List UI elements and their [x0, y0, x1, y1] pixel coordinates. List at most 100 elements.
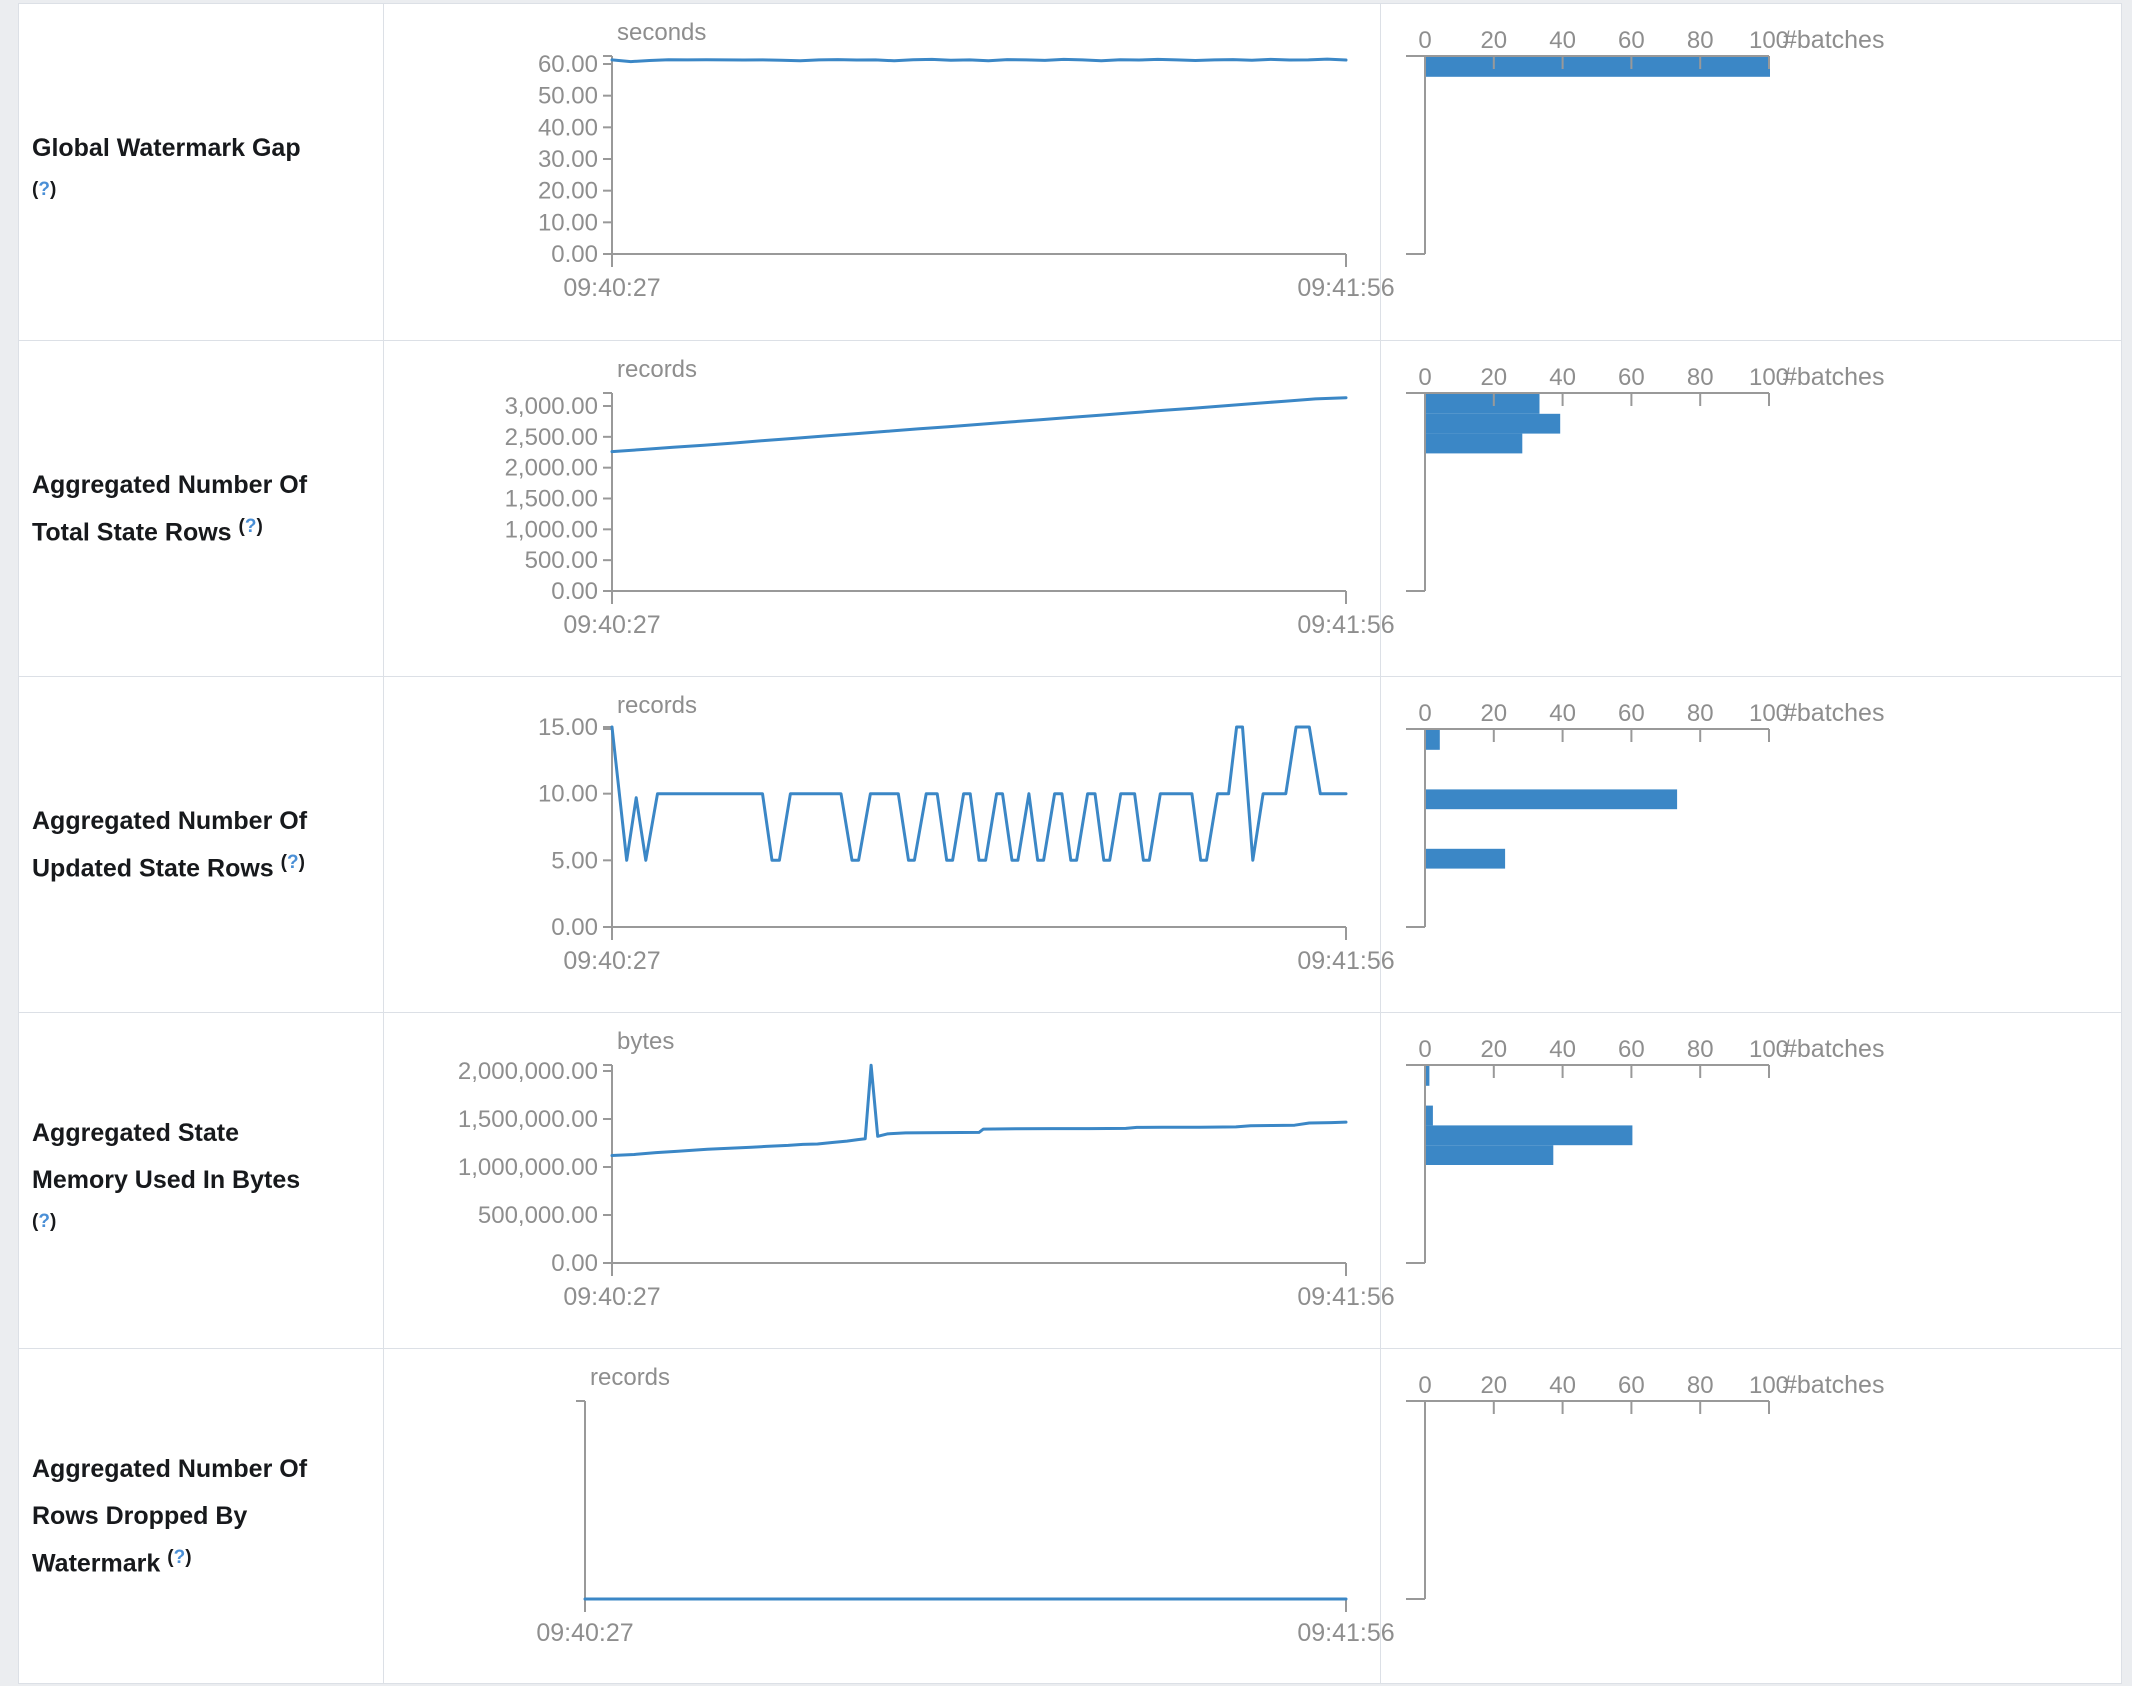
help-question-mark: ? [38, 1210, 50, 1232]
metric-row: Aggregated Number Of Updated State Rows (… [19, 676, 2121, 1012]
help-paren-open: ( [280, 851, 287, 873]
metric-label-text: Global Watermark Gap [32, 134, 301, 163]
y-tick-label: 30.00 [538, 146, 598, 173]
help-paren-open: ( [32, 1210, 39, 1232]
metric-label-line: Aggregated Number Of [32, 798, 373, 844]
y-tick-label: 1,000.00 [505, 516, 598, 543]
y-tick-label: 20.00 [538, 178, 598, 205]
help-paren-open: ( [167, 1546, 174, 1568]
help-tooltip-link[interactable]: (?) [32, 1211, 56, 1232]
histogram-bar [1426, 57, 1770, 77]
timeline-series-line [610, 725, 1348, 862]
metric-label: Aggregated State Memory Used In Bytes (?) [19, 1013, 384, 1348]
y-tick-label: 5.00 [551, 847, 598, 874]
help-paren-close: ) [256, 515, 263, 537]
y-tick-label: 2,000.00 [505, 455, 598, 482]
histogram-bar [1426, 1125, 1633, 1146]
timeline-chart-cell: records 0.00 5.00 10.00 15.00 09:40:27 09:41:5… [384, 677, 1395, 1012]
metric-label-text: Rows Dropped By [32, 1501, 248, 1530]
hist-x-tick-label: 80 [1687, 1372, 1714, 1399]
hist-x-tick-label: 20 [1480, 700, 1507, 727]
help-paren-close: ) [298, 851, 305, 873]
y-tick-label: 50.00 [538, 83, 598, 110]
chart-unit-label: seconds [617, 19, 706, 46]
batches-histogram-cell: 0 20 40 60 80 100 #batches [1381, 1349, 2121, 1684]
metric-row: Global Watermark Gap (?) seconds 0.00 10.00 2… [19, 4, 2121, 340]
metric-label-text: Aggregated Number Of [32, 470, 308, 499]
help-tooltip-link[interactable]: (?) [167, 1547, 191, 1568]
y-tick-label: 0.00 [551, 578, 598, 605]
timeline-chart: records 09:40:27 09:41:56 [536, 1364, 1394, 1647]
hist-x-tick-label: 100 [1749, 364, 1789, 391]
timeline-series-line [610, 1063, 1348, 1157]
hist-x-tick-label: 20 [1480, 364, 1507, 391]
hist-x-tick-label: 100 [1749, 1372, 1789, 1399]
chart-unit-label: records [590, 1364, 670, 1391]
histogram-bar [1426, 730, 1440, 750]
x-axis-start-time: 09:40:27 [536, 1619, 633, 1647]
help-tooltip-link[interactable]: (?) [281, 852, 305, 873]
hist-x-tick-label: 60 [1618, 1372, 1645, 1399]
hist-x-tick-label: 80 [1687, 364, 1714, 391]
hist-x-tick-label: 80 [1687, 700, 1714, 727]
help-question-mark: ? [173, 1546, 186, 1568]
help-question-mark: ? [38, 179, 50, 201]
metric-label-text: Aggregated Number Of [32, 806, 308, 835]
timeline-chart-cell: seconds 0.00 10.00 20.00 30.00 40.00 50.00 60.0… [384, 4, 1395, 340]
help-tooltip-link[interactable]: (?) [32, 179, 56, 200]
y-tick-label: 500.00 [525, 547, 598, 574]
x-axis-end-time: 09:41:56 [1297, 611, 1394, 639]
y-tick-label: 10.00 [538, 781, 598, 808]
chart-unit-label: records [617, 356, 697, 383]
metric-label-line: Global Watermark Gap [32, 125, 373, 171]
y-tick-label: 1,500,000.00 [458, 1106, 598, 1133]
metric-label-text: Aggregated State [32, 1119, 239, 1148]
histogram-bar [1426, 848, 1506, 869]
x-axis-start-time: 09:40:27 [563, 274, 660, 302]
metric-row: Aggregated Number Of Total State Rows (?)… [19, 340, 2121, 676]
y-tick-label: 10.00 [538, 209, 598, 236]
histogram-bar [1426, 413, 1561, 434]
hist-x-tick-label: 0 [1418, 700, 1431, 727]
timeline-chart: records 0.00 500.00 1,000.00 1,500.00 2,000.0… [505, 356, 1395, 639]
hist-x-tick-label: 60 [1618, 27, 1645, 54]
batches-histogram-cell: 0 20 40 60 80 100 #batches [1381, 4, 2121, 340]
metric-label: Aggregated Number Of Updated State Rows (… [19, 677, 384, 1012]
help-paren-close: ) [49, 1210, 57, 1232]
timeline-chart: records 0.00 5.00 10.00 15.00 09:40:27 09:41:5… [538, 692, 1395, 975]
hist-batches-axis-label: #batches [1783, 363, 1884, 391]
help-tooltip-link[interactable]: (?) [239, 516, 263, 537]
y-tick-label: 40.00 [538, 114, 598, 141]
batches-histogram: 0 20 40 60 80 100#batches [1406, 1371, 1884, 1600]
hist-x-tick-label: 40 [1549, 1372, 1576, 1399]
metric-label-line: (?) [32, 1203, 373, 1251]
metric-label-text: Memory Used In Bytes [32, 1165, 301, 1194]
batches-histogram: 0 20 40 60 80 100#batches [1406, 26, 1884, 255]
timeline-chart: seconds 0.00 10.00 20.00 30.00 40.00 50.00 60.0… [538, 19, 1395, 302]
metric-row: Aggregated Number Of Rows Dropped By Water… [19, 1348, 2121, 1684]
y-tick-label: 1,500.00 [505, 486, 598, 513]
histogram-bar [1426, 789, 1678, 810]
histogram-bar [1426, 1066, 1430, 1086]
y-tick-label: 60.00 [538, 51, 598, 78]
hist-batches-axis-label: #batches [1783, 26, 1884, 54]
help-paren-close: ) [185, 1546, 192, 1568]
y-tick-label: 15.00 [538, 714, 598, 741]
metric-label-line: (?) [32, 171, 373, 219]
y-tick-label: 3,000.00 [505, 393, 598, 420]
x-axis-start-time: 09:40:27 [563, 1283, 660, 1311]
hist-x-tick-label: 100 [1749, 1036, 1789, 1063]
hist-x-tick-label: 20 [1480, 1372, 1507, 1399]
histogram-bar [1426, 1145, 1554, 1165]
x-axis-start-time: 09:40:27 [563, 947, 660, 975]
hist-x-tick-label: 60 [1618, 364, 1645, 391]
histogram-bar [1426, 394, 1540, 414]
hist-x-tick-label: 0 [1418, 1372, 1431, 1399]
help-question-mark: ? [286, 851, 299, 873]
metric-row: Aggregated State Memory Used In Bytes (?) b… [19, 1012, 2121, 1348]
metric-label-text: Watermark [32, 1549, 168, 1578]
histogram-bar [1426, 433, 1523, 454]
x-axis-end-time: 09:41:56 [1297, 1283, 1394, 1311]
y-tick-label: 2,000,000.00 [458, 1058, 598, 1085]
y-tick-label: 500,000.00 [478, 1202, 598, 1229]
